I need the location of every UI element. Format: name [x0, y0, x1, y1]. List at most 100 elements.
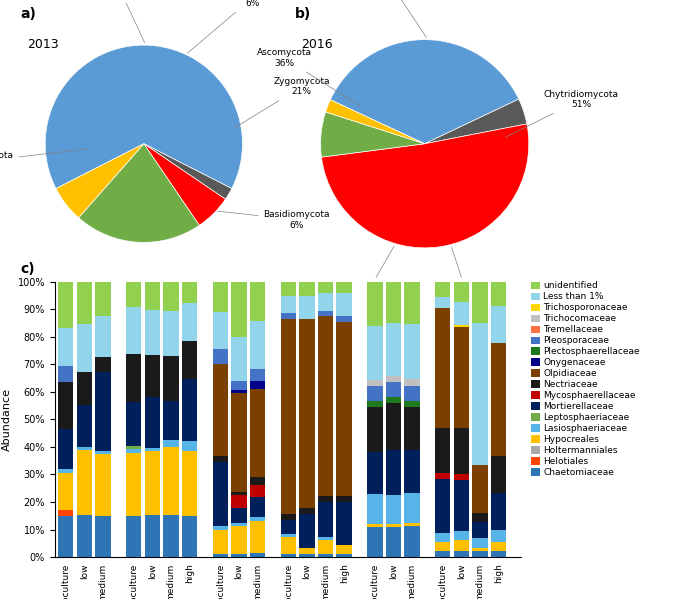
- Bar: [491, 282, 506, 306]
- Bar: [145, 451, 160, 515]
- Wedge shape: [321, 112, 425, 157]
- Bar: [404, 493, 420, 524]
- Bar: [435, 551, 451, 557]
- Bar: [491, 306, 506, 343]
- Bar: [95, 454, 111, 516]
- Text: Basidiomycota
2%: Basidiomycota 2%: [334, 246, 401, 302]
- Bar: [281, 520, 296, 534]
- Bar: [250, 497, 265, 517]
- Bar: [232, 492, 247, 495]
- Bar: [453, 282, 469, 302]
- Bar: [473, 522, 488, 538]
- Bar: [386, 528, 401, 557]
- Bar: [77, 373, 92, 405]
- Bar: [232, 523, 247, 526]
- Wedge shape: [425, 99, 527, 144]
- Bar: [250, 282, 265, 322]
- Wedge shape: [325, 100, 425, 144]
- Bar: [232, 393, 247, 492]
- Bar: [336, 322, 352, 496]
- Bar: [95, 450, 111, 454]
- Bar: [453, 480, 469, 531]
- Bar: [453, 474, 469, 480]
- Bar: [145, 515, 160, 557]
- Bar: [58, 366, 73, 382]
- Bar: [453, 551, 469, 557]
- Bar: [163, 515, 179, 557]
- Wedge shape: [144, 144, 225, 225]
- Bar: [58, 510, 73, 516]
- Bar: [318, 293, 333, 310]
- Bar: [318, 540, 333, 554]
- Bar: [95, 316, 111, 356]
- Bar: [126, 449, 141, 453]
- Bar: [163, 447, 179, 515]
- Bar: [453, 328, 469, 428]
- Bar: [145, 397, 160, 448]
- Bar: [212, 527, 228, 530]
- Bar: [435, 428, 451, 473]
- Bar: [367, 524, 382, 527]
- Text: Basidiomycota
6%: Basidiomycota 6%: [218, 210, 330, 229]
- Bar: [250, 322, 265, 370]
- Bar: [77, 323, 92, 373]
- Y-axis label: Abundance: Abundance: [2, 388, 12, 451]
- Bar: [336, 502, 352, 546]
- Bar: [58, 282, 73, 328]
- Bar: [453, 540, 469, 551]
- Bar: [404, 527, 420, 557]
- Bar: [182, 341, 197, 379]
- Bar: [386, 282, 401, 323]
- Text: Unidentified
2%: Unidentified 2%: [91, 0, 147, 43]
- Bar: [386, 382, 401, 397]
- Text: a): a): [21, 7, 36, 21]
- Bar: [299, 548, 314, 554]
- Bar: [77, 405, 92, 447]
- Bar: [95, 356, 111, 373]
- Bar: [404, 401, 420, 407]
- Bar: [232, 507, 247, 523]
- Bar: [367, 380, 382, 386]
- Bar: [318, 502, 333, 537]
- Bar: [453, 428, 469, 474]
- Bar: [336, 282, 352, 293]
- Bar: [212, 530, 228, 554]
- Bar: [435, 297, 451, 308]
- Bar: [250, 370, 265, 382]
- Bar: [367, 494, 382, 524]
- Bar: [232, 282, 247, 337]
- Bar: [435, 282, 451, 297]
- Bar: [299, 508, 314, 513]
- Bar: [386, 450, 401, 495]
- Bar: [95, 282, 111, 316]
- Bar: [77, 282, 92, 323]
- Bar: [281, 554, 296, 557]
- Bar: [182, 441, 197, 450]
- Text: Zygomycota
7%: Zygomycota 7%: [438, 247, 495, 302]
- Bar: [404, 325, 420, 380]
- Bar: [473, 282, 488, 323]
- Bar: [232, 337, 247, 380]
- Text: b): b): [295, 7, 311, 21]
- Bar: [250, 389, 265, 477]
- Bar: [367, 452, 382, 494]
- Bar: [367, 527, 382, 557]
- Bar: [473, 465, 488, 513]
- Bar: [435, 479, 451, 533]
- Bar: [386, 495, 401, 525]
- Bar: [281, 296, 296, 313]
- Bar: [367, 401, 382, 407]
- Bar: [212, 349, 228, 364]
- Bar: [367, 407, 382, 452]
- Bar: [491, 456, 506, 493]
- Bar: [126, 355, 141, 402]
- Bar: [58, 328, 73, 366]
- Bar: [386, 525, 401, 528]
- Bar: [386, 323, 401, 376]
- Bar: [232, 390, 247, 393]
- Bar: [318, 282, 333, 293]
- Bar: [212, 462, 228, 527]
- Bar: [126, 516, 141, 557]
- Bar: [126, 282, 141, 307]
- Bar: [182, 450, 197, 516]
